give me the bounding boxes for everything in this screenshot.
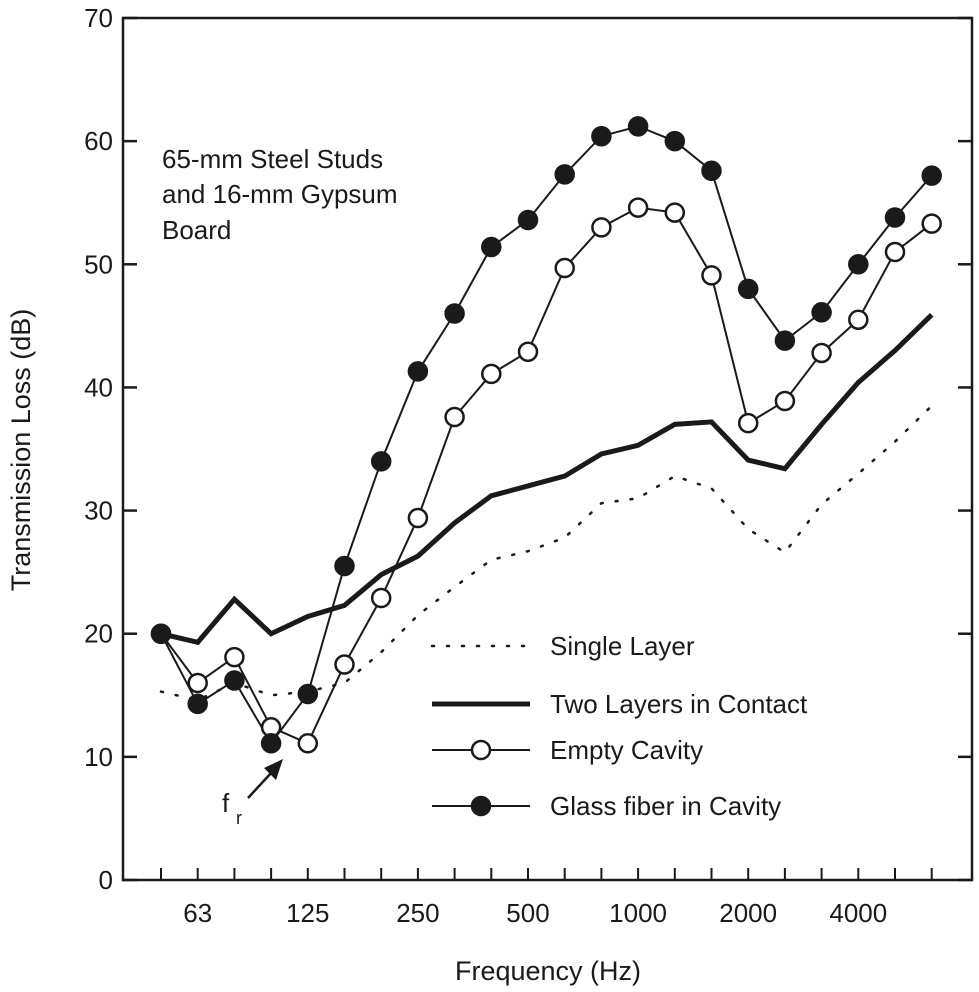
y-tick-label: 30: [84, 496, 113, 526]
data-point: [297, 683, 319, 705]
data-point: [554, 164, 575, 185]
data-point: [664, 130, 686, 152]
legend-marker: [470, 739, 492, 761]
data-point: [737, 278, 759, 300]
data-point: [370, 451, 392, 472]
annotation-line: and 16-mm Gypsum: [162, 179, 398, 209]
resonance-arrowhead: [264, 759, 283, 780]
resonance-arrow: [247, 771, 273, 799]
x-tick-label: 4000: [829, 898, 887, 928]
data-point: [370, 587, 392, 609]
data-point: [444, 303, 465, 324]
data-point: [591, 217, 612, 238]
data-point: [517, 341, 539, 362]
y-tick-label: 70: [84, 3, 113, 33]
plot-frame: [121, 16, 974, 882]
data-point: [187, 672, 208, 694]
data-point: [811, 302, 832, 323]
data-point: [481, 236, 502, 258]
x-tick-label: 125: [286, 898, 329, 928]
data-point: [517, 209, 539, 231]
y-tick-label: 50: [84, 249, 113, 279]
data-point: [884, 241, 906, 263]
data-point: [554, 257, 575, 279]
x-tick-label: 500: [506, 898, 549, 928]
data-point: [627, 197, 649, 218]
data-point: [224, 670, 245, 691]
data-point: [297, 733, 319, 754]
data-point: [187, 693, 208, 715]
legend-label: Two Layers in Contact: [550, 689, 808, 719]
resonance-label-subscript: r: [236, 808, 242, 828]
data-point: [224, 646, 245, 668]
legend-label: Single Layer: [550, 631, 695, 661]
data-point: [260, 733, 282, 754]
legend-label: Glass fiber in Cavity: [550, 791, 781, 821]
y-tick-label: 20: [84, 619, 113, 649]
data-point: [921, 165, 942, 186]
data-point: [481, 363, 502, 385]
legend-marker: [470, 795, 492, 817]
x-tick-label: 2000: [719, 898, 777, 928]
data-point: [407, 507, 429, 529]
x-tick-label: 63: [183, 898, 212, 928]
data-point: [701, 160, 722, 181]
resonance-annotation: f r: [222, 759, 283, 828]
data-point: [444, 406, 465, 428]
data-point: [664, 202, 686, 223]
data-point: [811, 342, 832, 364]
data-point: [884, 207, 906, 228]
series-line: [160, 125, 933, 746]
data-point: [334, 654, 355, 675]
y-tick-label: 10: [84, 742, 113, 772]
annotation-line: 65-mm Steel Studs: [162, 144, 383, 174]
resonance-label: f: [222, 788, 230, 818]
data-point: [334, 555, 355, 577]
data-point: [627, 116, 649, 137]
data-point: [921, 213, 942, 234]
data-point: [591, 125, 612, 147]
x-tick-label: 1000: [609, 898, 667, 928]
annotation-line: Board: [162, 215, 231, 245]
data-point: [407, 361, 429, 382]
y-tick-label: 0: [99, 865, 113, 895]
series-line: [159, 404, 933, 702]
data-point: [150, 623, 172, 644]
data-point: [737, 412, 759, 434]
x-tick-label: 250: [396, 898, 439, 928]
x-axis-label: Frequency (Hz): [455, 956, 641, 986]
series-line: [160, 312, 934, 646]
data-point: [848, 309, 869, 330]
data-point: [774, 330, 796, 351]
legend-label: Empty Cavity: [550, 735, 703, 765]
data-point: [848, 254, 869, 275]
data-point: [774, 390, 796, 412]
y-tick-label: 40: [84, 372, 113, 402]
series-line: [160, 206, 933, 745]
y-axis-label: Transmission Loss (dB): [6, 309, 36, 592]
y-tick-label: 60: [84, 126, 113, 156]
data-point: [701, 265, 722, 286]
